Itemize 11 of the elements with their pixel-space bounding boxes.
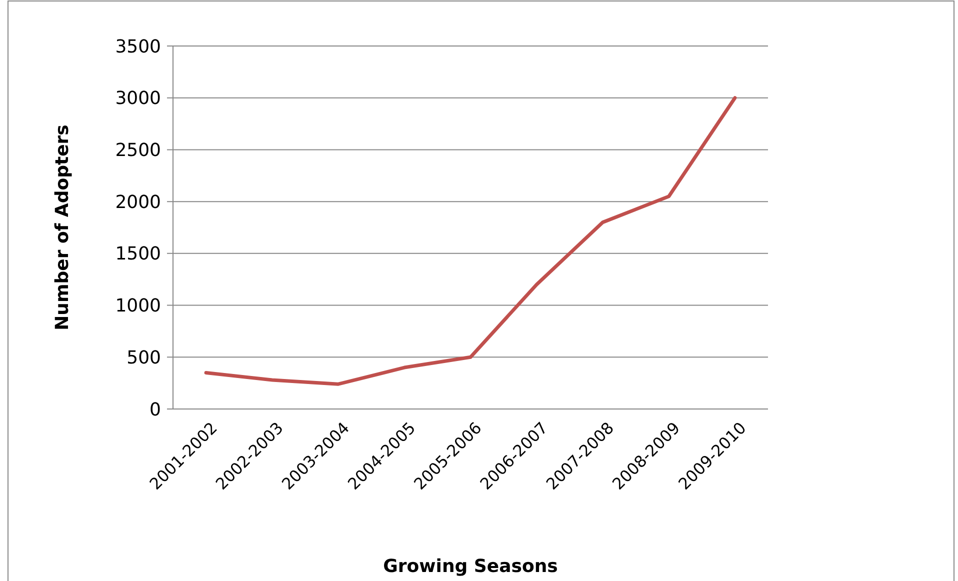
y-tick-label: 500 — [126, 347, 161, 368]
y-tick-label: 1000 — [115, 296, 161, 317]
y-tick-label: 2000 — [115, 192, 161, 213]
x-axis-title: Growing Seasons — [383, 556, 558, 577]
line-series — [204, 96, 737, 386]
y-tick-label: 0 — [150, 399, 161, 420]
y-tick-label: 3000 — [115, 88, 161, 110]
y-axis-title: Number of Adopters — [52, 124, 73, 330]
y-tick-label: 1500 — [115, 244, 161, 265]
y-tick-label: 3500 — [115, 36, 161, 58]
y-tick-label: 2500 — [115, 140, 161, 162]
